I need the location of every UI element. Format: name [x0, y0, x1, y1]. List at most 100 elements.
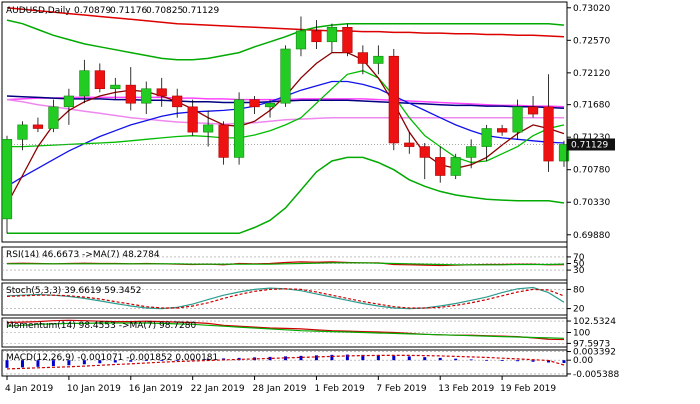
macd-bar: [98, 360, 102, 364]
candle-body: [110, 84, 121, 90]
rsi-tick-label: 50: [573, 260, 585, 270]
macd-bar: [299, 355, 303, 361]
macd-bar: [485, 359, 489, 361]
x-tick-label: 10 Jan 2019: [67, 384, 121, 394]
macd-tick-label: 0.003392: [573, 348, 616, 358]
macd-bar: [361, 354, 365, 361]
macd-bar: [423, 357, 427, 361]
candle-body: [419, 146, 430, 158]
candle-body: [466, 146, 477, 158]
candle-body: [79, 70, 90, 97]
macd-bar: [206, 358, 210, 361]
price-tick-label: 0.73020: [573, 4, 610, 14]
candle-body: [32, 124, 44, 129]
candle-body: [388, 55, 399, 144]
x-tick-label: 1 Feb 2019: [314, 384, 365, 394]
macd-bar: [160, 360, 164, 361]
macd-bar: [407, 356, 411, 361]
candle-body: [141, 88, 152, 104]
macd-tick-label: -0.005388: [573, 370, 619, 380]
candle-body: [512, 106, 523, 133]
candle-body: [357, 52, 368, 64]
candle-body: [17, 124, 28, 140]
momentum-line-1: [6, 322, 565, 339]
macd-bar: [191, 359, 195, 361]
candle-body: [295, 30, 307, 50]
candle-body: [233, 99, 245, 158]
candle-body: [404, 142, 415, 147]
overlay-line-2: [7, 156, 565, 235]
candle-body: [218, 124, 229, 158]
macd-bar: [20, 360, 24, 368]
candle-body: [172, 95, 183, 108]
macd-bar: [562, 360, 566, 363]
macd-bar: [284, 356, 287, 361]
macd-bar: [51, 360, 55, 367]
price-tick-label: 0.70780: [573, 166, 610, 176]
price-tick-label: 0.70330: [573, 198, 610, 208]
macd-bar: [82, 360, 86, 365]
x-tick-label: 7 Feb 2019: [376, 384, 427, 394]
candle-body: [264, 102, 276, 108]
overlay-line-1: [6, 19, 565, 61]
x-tick-label: 16 Jan 2019: [129, 384, 183, 394]
candle-body: [1, 139, 13, 220]
momentum-tick-label: 102.5324: [573, 317, 616, 327]
macd-bar: [36, 360, 40, 367]
macd-line-0: [6, 354, 565, 370]
momentum-tick-label: 100: [573, 329, 590, 339]
overlay-line-5: [6, 98, 564, 125]
momentum-label: Momentum(14) 98.4553 ->MA(7) 98.7280: [6, 321, 197, 331]
overlay-line-0: [6, 7, 565, 38]
candle-body: [249, 99, 260, 108]
candle-body: [63, 95, 74, 108]
candle-body: [481, 128, 492, 147]
x-tick-label: 4 Jan 2019: [5, 384, 53, 394]
candle-body: [543, 106, 554, 162]
ohlc-value: 0.70879: [74, 6, 111, 16]
macd-bar: [547, 360, 551, 363]
momentum-tick-label: 97.5973: [573, 339, 610, 349]
macd-bar: [376, 355, 380, 361]
candle-body: [527, 106, 539, 115]
macd-bar: [330, 354, 334, 361]
candle-body: [125, 84, 136, 104]
price-tick-label: 0.69880: [573, 231, 610, 241]
last-price-tag: [567, 138, 615, 151]
stoch-tick-label: 80: [573, 285, 585, 295]
price-tick-label: 0.71230: [573, 133, 610, 143]
macd-bar: [67, 360, 71, 366]
macd-bar: [516, 360, 520, 362]
candle-body: [94, 70, 105, 90]
candle-body: [187, 106, 198, 133]
chart-title: AUDUSD,Daily: [6, 6, 71, 16]
macd-bar: [144, 360, 148, 361]
candle-body: [326, 27, 338, 43]
candle-body: [497, 128, 508, 133]
macd-tick-label: 0.00: [573, 356, 593, 366]
candle-body: [203, 124, 214, 133]
macd-bar: [175, 359, 179, 361]
candle-body: [373, 55, 384, 64]
candle-body: [558, 144, 570, 162]
x-tick-label: 19 Feb 2019: [500, 384, 556, 394]
candle-body: [450, 157, 461, 176]
macd-bar: [438, 357, 442, 361]
macd-bar: [113, 360, 117, 363]
macd-bar: [268, 356, 272, 361]
price-tick-label: 0.72120: [573, 69, 610, 79]
rsi-tick-label: 30: [573, 266, 585, 276]
macd-bar: [469, 359, 473, 361]
stoch-label: Stoch(5,3,3) 39.6619 59.3452: [6, 286, 141, 296]
candle-body: [280, 48, 291, 104]
macd-bar: [5, 360, 9, 368]
candle-body: [156, 88, 167, 97]
candle-body: [342, 27, 353, 53]
candle-body: [311, 30, 322, 43]
stoch-tick-label: 20: [573, 305, 585, 315]
macd-bar: [314, 355, 318, 361]
rsi-tick-label: 70: [573, 253, 585, 263]
x-tick-label: 28 Jan 2019: [253, 384, 307, 394]
